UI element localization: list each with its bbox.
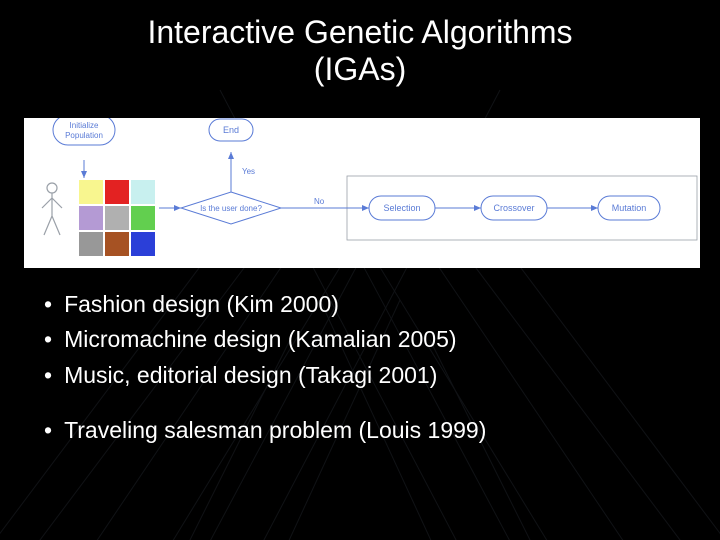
svg-text:Initialize: Initialize	[70, 121, 99, 130]
title-line1: Interactive Genetic Algorithms	[147, 14, 572, 50]
bullet-item: • Music, editorial design (Takagi 2001)	[44, 359, 680, 392]
svg-text:Crossover: Crossover	[493, 203, 534, 213]
bullet-text: Fashion design (Kim 2000)	[64, 288, 339, 321]
title-line2: (IGAs)	[314, 51, 406, 87]
bullet-dot-icon: •	[44, 288, 52, 321]
svg-text:Yes: Yes	[242, 167, 255, 176]
svg-text:Selection: Selection	[383, 203, 420, 213]
svg-text:Population: Population	[65, 131, 103, 140]
bullet-dot-icon: •	[44, 359, 52, 392]
svg-text:Is the user done?: Is the user done?	[200, 204, 262, 213]
bullet-text: Micromachine design (Kamalian 2005)	[64, 323, 456, 356]
slide-title: Interactive Genetic Algorithms (IGAs)	[0, 0, 720, 88]
bullet-item: • Fashion design (Kim 2000)	[44, 288, 680, 321]
svg-text:Mutation: Mutation	[612, 203, 647, 213]
svg-text:End: End	[223, 125, 239, 135]
svg-text:No: No	[314, 197, 325, 206]
bullet-text: Music, editorial design (Takagi 2001)	[64, 359, 437, 392]
bullet-item: • Traveling salesman problem (Louis 1999…	[44, 414, 680, 447]
bullet-list: • Fashion design (Kim 2000) • Micromachi…	[44, 288, 680, 449]
bullet-item: • Micromachine design (Kamalian 2005)	[44, 323, 680, 356]
bullet-dot-icon: •	[44, 323, 52, 356]
bullet-text: Traveling salesman problem (Louis 1999)	[64, 414, 486, 447]
iga-flowchart: Yes No InitializePopulation End Is the user …	[24, 118, 700, 268]
bullet-dot-icon: •	[44, 414, 52, 447]
